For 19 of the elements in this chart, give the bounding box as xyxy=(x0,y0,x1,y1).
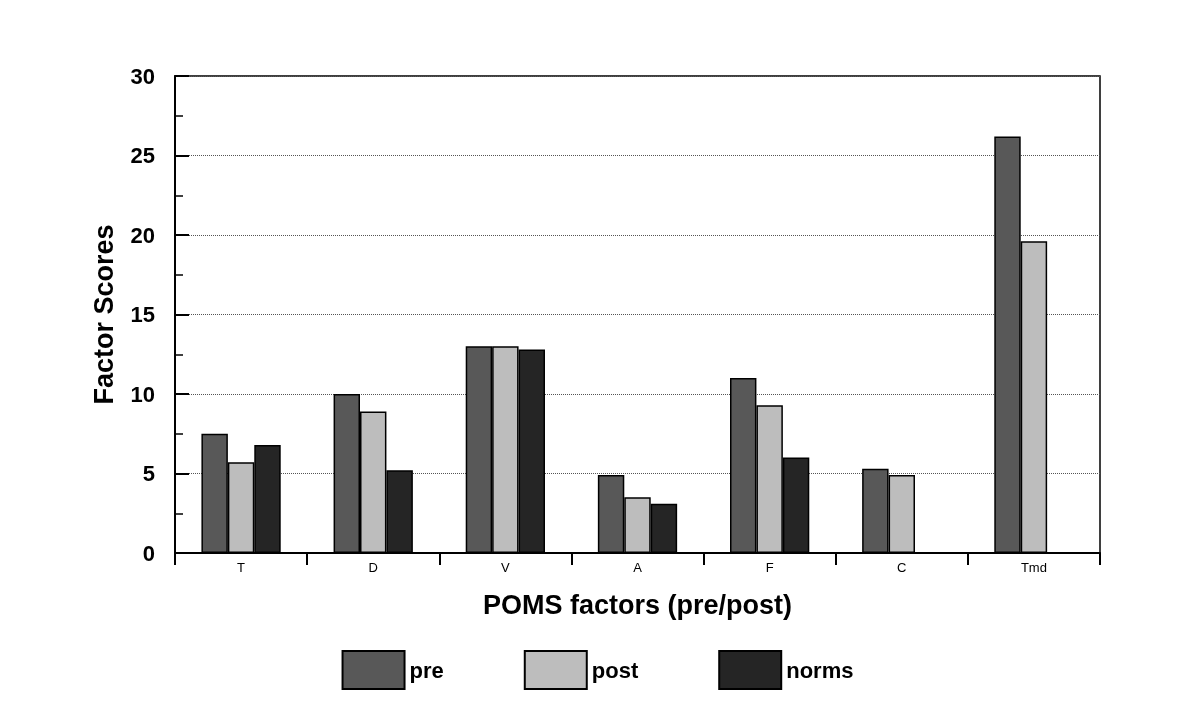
legend-label: pre xyxy=(409,657,444,683)
y-tick-label: 20 xyxy=(130,222,155,248)
legend-label: post xyxy=(591,657,639,683)
x-tick-label: V xyxy=(501,560,511,575)
x-axis-title: POMS factors (pre/post) xyxy=(482,589,793,620)
y-tick-label: 25 xyxy=(130,143,155,168)
x-tick-label: F xyxy=(765,560,774,575)
y-tick-label: 0 xyxy=(142,540,155,566)
x-tick-label: Tmd xyxy=(1020,560,1047,575)
y-tick-label: 10 xyxy=(130,381,155,407)
y-tick-label: 5 xyxy=(142,461,155,486)
y-axis-title: Factor Scores xyxy=(88,224,119,405)
y-tick-label: 30 xyxy=(130,63,155,89)
x-tick-label: T xyxy=(237,560,246,575)
x-tick-label: C xyxy=(897,560,907,575)
x-tick-label: A xyxy=(633,560,643,575)
legend-label: norms xyxy=(786,657,854,683)
y-tick-label: 15 xyxy=(130,302,155,327)
x-tick-label: D xyxy=(368,560,378,575)
